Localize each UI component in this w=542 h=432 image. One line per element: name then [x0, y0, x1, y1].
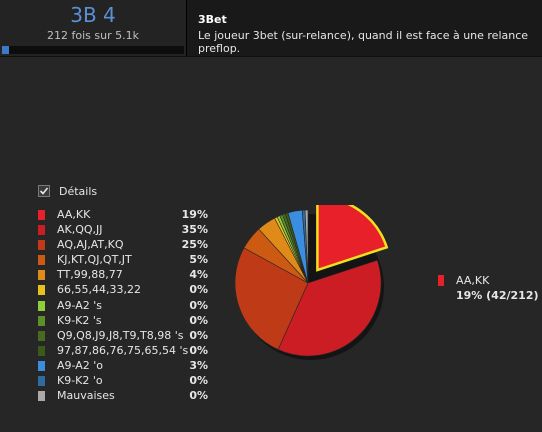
- legend-item[interactable]: AA,KK 19%: [38, 208, 208, 223]
- legend-label: 66,55,44,33,22: [57, 283, 141, 297]
- stat-header: 3B 4 212 fois sur 5.1k 3Bet Le joueur 3b…: [0, 0, 542, 57]
- legend-swatch: [38, 315, 45, 326]
- pie-slice-aa-kk[interactable]: [316, 205, 389, 272]
- legend-swatch: [38, 210, 45, 220]
- callout-swatch: [438, 275, 444, 286]
- legend-percentage: 0%: [189, 328, 208, 342]
- legend-swatch: [38, 345, 45, 356]
- legend-percentage: 4%: [189, 268, 208, 282]
- legend-label: A9-A2 's: [57, 298, 103, 312]
- legend-item[interactable]: K9-K2 's 0%: [38, 314, 208, 329]
- legend-item[interactable]: A9-A2 's 0%: [38, 299, 208, 314]
- legend-label: KJ,KT,QJ,QT,JT: [57, 253, 132, 267]
- legend-label: Q9,Q8,J9,J8,T9,T8,98 's: [57, 328, 184, 342]
- legend-item[interactable]: AQ,AJ,AT,KQ 25%: [38, 238, 208, 253]
- callout-value: 19% (42/212): [456, 289, 539, 302]
- legend-item[interactable]: 97,87,86,76,75,65,54 's 0%: [38, 344, 208, 359]
- progress-divider: [47, 46, 48, 54]
- legend-percentage: 0%: [189, 343, 208, 357]
- legend-swatch: [38, 285, 45, 296]
- pie-slice-ak-qq-jj[interactable]: [277, 259, 382, 357]
- stat-summary[interactable]: 3B 4 212 fois sur 5.1k: [0, 0, 187, 56]
- stat-name: 3Bet: [198, 13, 227, 26]
- legend-swatch: [38, 391, 45, 402]
- legend-label: K9-K2 'o: [57, 374, 103, 388]
- legend-percentage: 3%: [189, 358, 208, 372]
- details-toggle[interactable]: Détails: [38, 184, 97, 198]
- legend-swatch: [38, 360, 45, 371]
- legend-swatch: [38, 225, 45, 236]
- hand-range-legend: AA,KK 19% AK,QQ,JJ 35% AQ,AJ,AT,KQ 25% KJ,KT,Q…: [38, 208, 208, 404]
- legend-item[interactable]: KJ,KT,QJ,QT,JT 5%: [38, 253, 208, 268]
- legend-label: 97,87,86,76,75,65,54 's: [57, 343, 189, 357]
- legend-item[interactable]: 66,55,44,33,22 0%: [38, 283, 208, 298]
- legend-item[interactable]: Q9,Q8,J9,J8,T9,T8,98 's 0%: [38, 329, 208, 344]
- stat-progress-fill: [2, 46, 10, 54]
- legend-percentage: 35%: [181, 223, 208, 237]
- stat-title: 3B 4: [70, 3, 116, 27]
- legend-swatch: [38, 300, 45, 311]
- hand-range-pie-chart[interactable]: [225, 205, 425, 375]
- legend-item[interactable]: A9-A2 'o 3%: [38, 359, 208, 374]
- pie-slice-mauvaises[interactable]: [304, 209, 309, 284]
- legend-swatch: [38, 240, 45, 251]
- checkmark-icon: [39, 187, 49, 195]
- legend-item[interactable]: Mauvaises 0%: [38, 389, 208, 404]
- legend-item[interactable]: AK,QQ,JJ 35%: [38, 223, 208, 238]
- stat-sample-count: 212 fois sur 5.1k: [47, 29, 139, 42]
- legend-percentage: 0%: [189, 313, 208, 327]
- legend-percentage: 0%: [189, 298, 208, 312]
- legend-percentage: 0%: [189, 389, 208, 403]
- progress-divider: [138, 46, 139, 54]
- stat-progress-bar: [2, 46, 184, 54]
- legend-percentage: 0%: [189, 374, 208, 388]
- legend-swatch: [38, 255, 45, 266]
- legend-label: TT,99,88,77: [57, 268, 123, 282]
- legend-label: AA,KK: [57, 208, 91, 221]
- progress-divider: [93, 46, 94, 54]
- legend-item[interactable]: K9-K2 'o 0%: [38, 374, 208, 389]
- legend-percentage: 25%: [181, 238, 208, 252]
- stat-description: Le joueur 3bet (sur-relance), quand il e…: [198, 29, 529, 55]
- details-checkbox[interactable]: [38, 185, 50, 197]
- legend-label: Mauvaises: [57, 389, 115, 403]
- legend-label: AK,QQ,JJ: [57, 223, 103, 237]
- details-label: Détails: [59, 184, 98, 198]
- legend-swatch: [38, 376, 45, 387]
- legend-item[interactable]: TT,99,88,77 4%: [38, 268, 208, 283]
- legend-swatch: [38, 330, 45, 341]
- legend-swatch: [38, 270, 45, 281]
- legend-percentage: 5%: [189, 253, 208, 267]
- legend-label: AQ,AJ,AT,KQ: [57, 238, 124, 252]
- legend-percentage: 19%: [181, 208, 208, 221]
- legend-percentage: 0%: [189, 283, 208, 297]
- legend-label: K9-K2 's: [57, 313, 102, 327]
- legend-label: A9-A2 'o: [57, 358, 104, 372]
- callout-category: AA,KK: [456, 274, 490, 287]
